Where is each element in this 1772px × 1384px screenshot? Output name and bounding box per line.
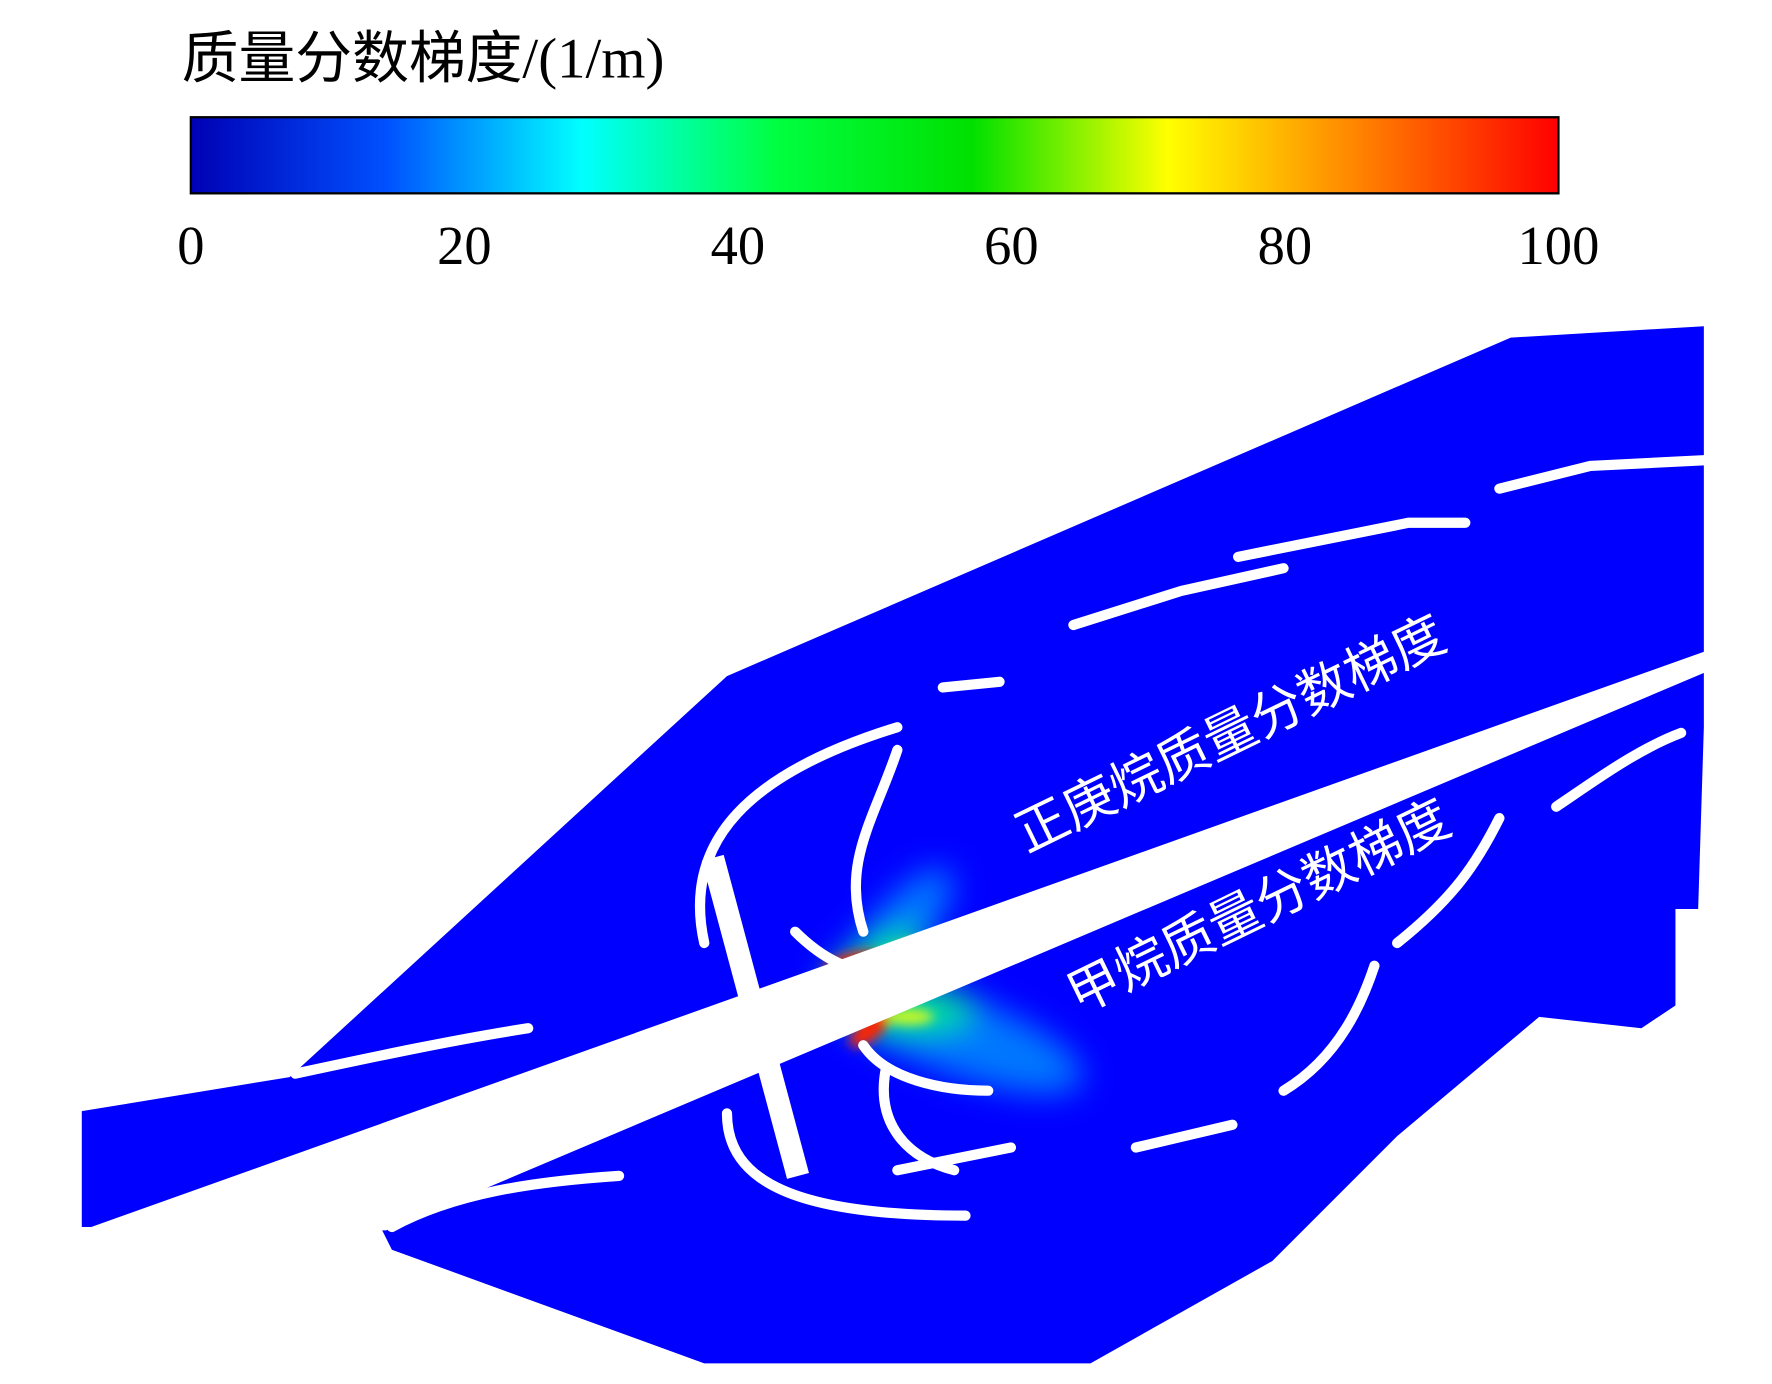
colorbar-title: 质量分数梯度/(1/m) — [182, 27, 665, 90]
walls — [81, 647, 1716, 1231]
colorbar-tick-label: 80 — [1258, 215, 1313, 276]
colorbar-tick-label: 0 — [177, 215, 204, 276]
colorbar-tick-label: 20 — [437, 215, 492, 276]
colorbar — [189, 116, 1560, 195]
colorbar-tick-label: 40 — [711, 215, 766, 276]
colorbar-tick-label: 60 — [984, 215, 1039, 276]
blades — [290, 455, 1709, 1233]
colorbar-tick-label: 100 — [1518, 215, 1600, 276]
